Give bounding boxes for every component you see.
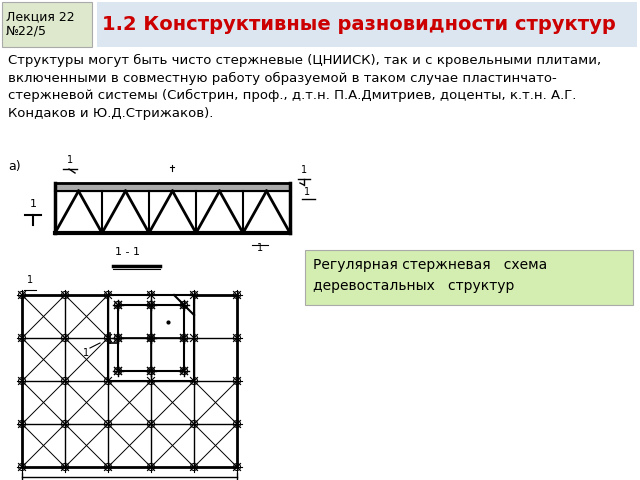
Text: 1: 1: [257, 243, 263, 253]
Text: Лекция 22
№22/5: Лекция 22 №22/5: [6, 10, 75, 38]
Text: 1: 1: [27, 275, 33, 285]
Text: Регулярная стержневая   схема
деревостальных   структур: Регулярная стержневая схема деревостальн…: [313, 258, 547, 293]
Text: Структуры могут быть чисто стержневые (ЦНИИСК), так и с кровельными плитами,
вкл: Структуры могут быть чисто стержневые (Ц…: [8, 54, 601, 120]
Text: 1: 1: [301, 165, 307, 175]
Text: 1 - 1: 1 - 1: [115, 247, 140, 257]
FancyBboxPatch shape: [97, 2, 637, 47]
Text: 1: 1: [29, 199, 36, 209]
Bar: [22, 295, 237, 467]
Bar: [20, 293, 239, 480]
Bar: [118, 305, 184, 371]
Text: 1: 1: [83, 348, 89, 358]
Text: 1.2 Конструктивные разновидности структур: 1.2 Конструктивные разновидности структу…: [102, 14, 616, 34]
Bar: [108, 295, 194, 381]
Text: 1: 1: [304, 187, 310, 197]
Text: 1: 1: [67, 155, 73, 165]
FancyBboxPatch shape: [2, 2, 92, 47]
Text: а): а): [8, 160, 20, 173]
Bar: [108, 295, 194, 381]
FancyBboxPatch shape: [305, 250, 633, 305]
